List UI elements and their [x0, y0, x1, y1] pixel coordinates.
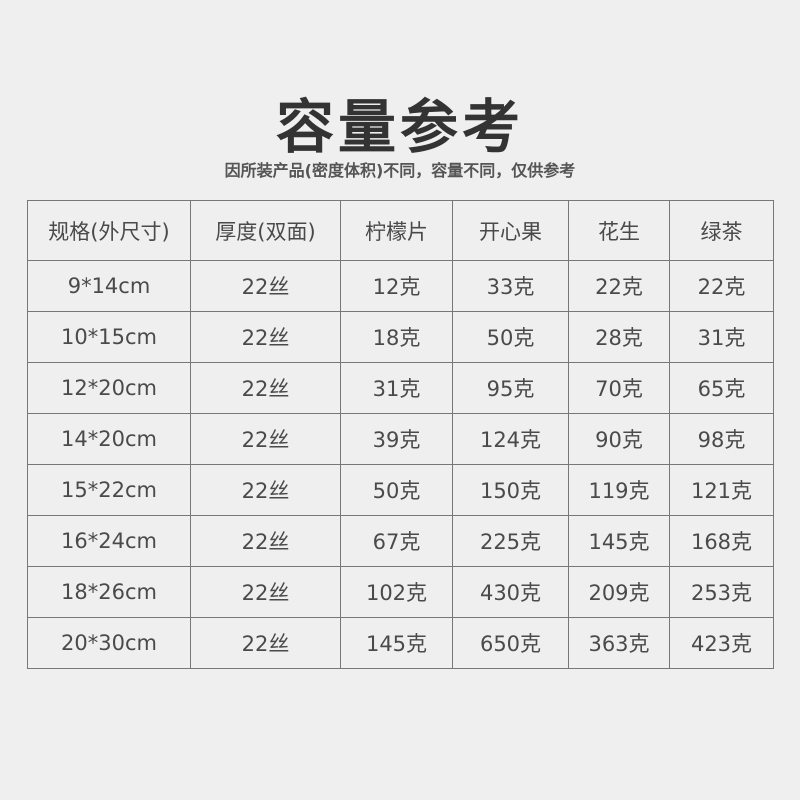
table-cell: 22丝 [190, 515, 341, 567]
table-cell: 121克 [669, 464, 774, 516]
table-cell: 209克 [568, 566, 670, 618]
table-cell: 67克 [340, 515, 453, 567]
table-cell: 22丝 [190, 413, 341, 465]
column-header: 绿茶 [669, 200, 774, 261]
table-cell: 90克 [568, 413, 670, 465]
table-cell: 18*26cm [27, 566, 191, 618]
table-cell: 16*24cm [27, 515, 191, 567]
table-cell: 650克 [452, 617, 569, 669]
table-row: 18*26cm 22丝 102克 430克 209克 253克 [27, 566, 774, 618]
table-cell: 145克 [340, 617, 453, 669]
column-header: 厚度(双面) [190, 200, 341, 261]
table-cell: 102克 [340, 566, 453, 618]
table-cell: 22克 [669, 260, 774, 312]
table-cell: 14*20cm [27, 413, 191, 465]
table-cell: 98克 [669, 413, 774, 465]
table-cell: 22丝 [190, 464, 341, 516]
column-header: 柠檬片 [340, 200, 453, 261]
table-cell: 22丝 [190, 617, 341, 669]
table-row: 10*15cm 22丝 18克 50克 28克 31克 [27, 311, 774, 363]
table-cell: 22丝 [190, 566, 341, 618]
table-cell: 31克 [669, 311, 774, 363]
table-row: 14*20cm 22丝 39克 124克 90克 98克 [27, 413, 774, 465]
table-cell: 363克 [568, 617, 670, 669]
table-cell: 15*22cm [27, 464, 191, 516]
table-cell: 33克 [452, 260, 569, 312]
page-title: 容量参考 [275, 93, 524, 161]
table-row: 16*24cm 22丝 67克 225克 145克 168克 [27, 515, 774, 567]
table-cell: 12克 [340, 260, 453, 312]
table-cell: 50克 [340, 464, 453, 516]
capacity-table: 规格(外尺寸) 厚度(双面) 柠檬片 开心果 花生 绿茶 9*14cm 22丝 12克 33克 2… [27, 200, 774, 669]
table-cell: 31克 [340, 362, 453, 414]
table-cell: 50克 [452, 311, 569, 363]
header-row: 规格(外尺寸) 厚度(双面) 柠檬片 开心果 花生 绿茶 [27, 200, 774, 261]
column-header: 开心果 [452, 200, 569, 261]
table-cell: 430克 [452, 566, 569, 618]
table-cell: 145克 [568, 515, 670, 567]
table-row: 9*14cm 22丝 12克 33克 22克 22克 [27, 260, 774, 312]
table-row: 20*30cm 22丝 145克 650克 363克 423克 [27, 617, 774, 669]
table-cell: 22丝 [190, 260, 341, 312]
table-cell: 22克 [568, 260, 670, 312]
table-cell: 9*14cm [27, 260, 191, 312]
table-cell: 423克 [669, 617, 774, 669]
table-cell: 22丝 [190, 362, 341, 414]
table-row: 15*22cm 22丝 50克 150克 119克 121克 [27, 464, 774, 516]
table-cell: 225克 [452, 515, 569, 567]
table-cell: 253克 [669, 566, 774, 618]
table-cell: 95克 [452, 362, 569, 414]
table-cell: 18克 [340, 311, 453, 363]
table-cell: 22丝 [190, 311, 341, 363]
table-cell: 12*20cm [27, 362, 191, 414]
table-row: 12*20cm 22丝 31克 95克 70克 65克 [27, 362, 774, 414]
table-cell: 10*15cm [27, 311, 191, 363]
table-cell: 65克 [669, 362, 774, 414]
table-cell: 39克 [340, 413, 453, 465]
table-cell: 28克 [568, 311, 670, 363]
table-cell: 124克 [452, 413, 569, 465]
table-cell: 150克 [452, 464, 569, 516]
table-cell: 20*30cm [27, 617, 191, 669]
column-header: 规格(外尺寸) [27, 200, 191, 261]
table-cell: 168克 [669, 515, 774, 567]
table-cell: 119克 [568, 464, 670, 516]
subtitle: 因所装产品(密度体积)不同，容量不同，仅供参考 [224, 161, 576, 180]
column-header: 花生 [568, 200, 670, 261]
table-cell: 70克 [568, 362, 670, 414]
